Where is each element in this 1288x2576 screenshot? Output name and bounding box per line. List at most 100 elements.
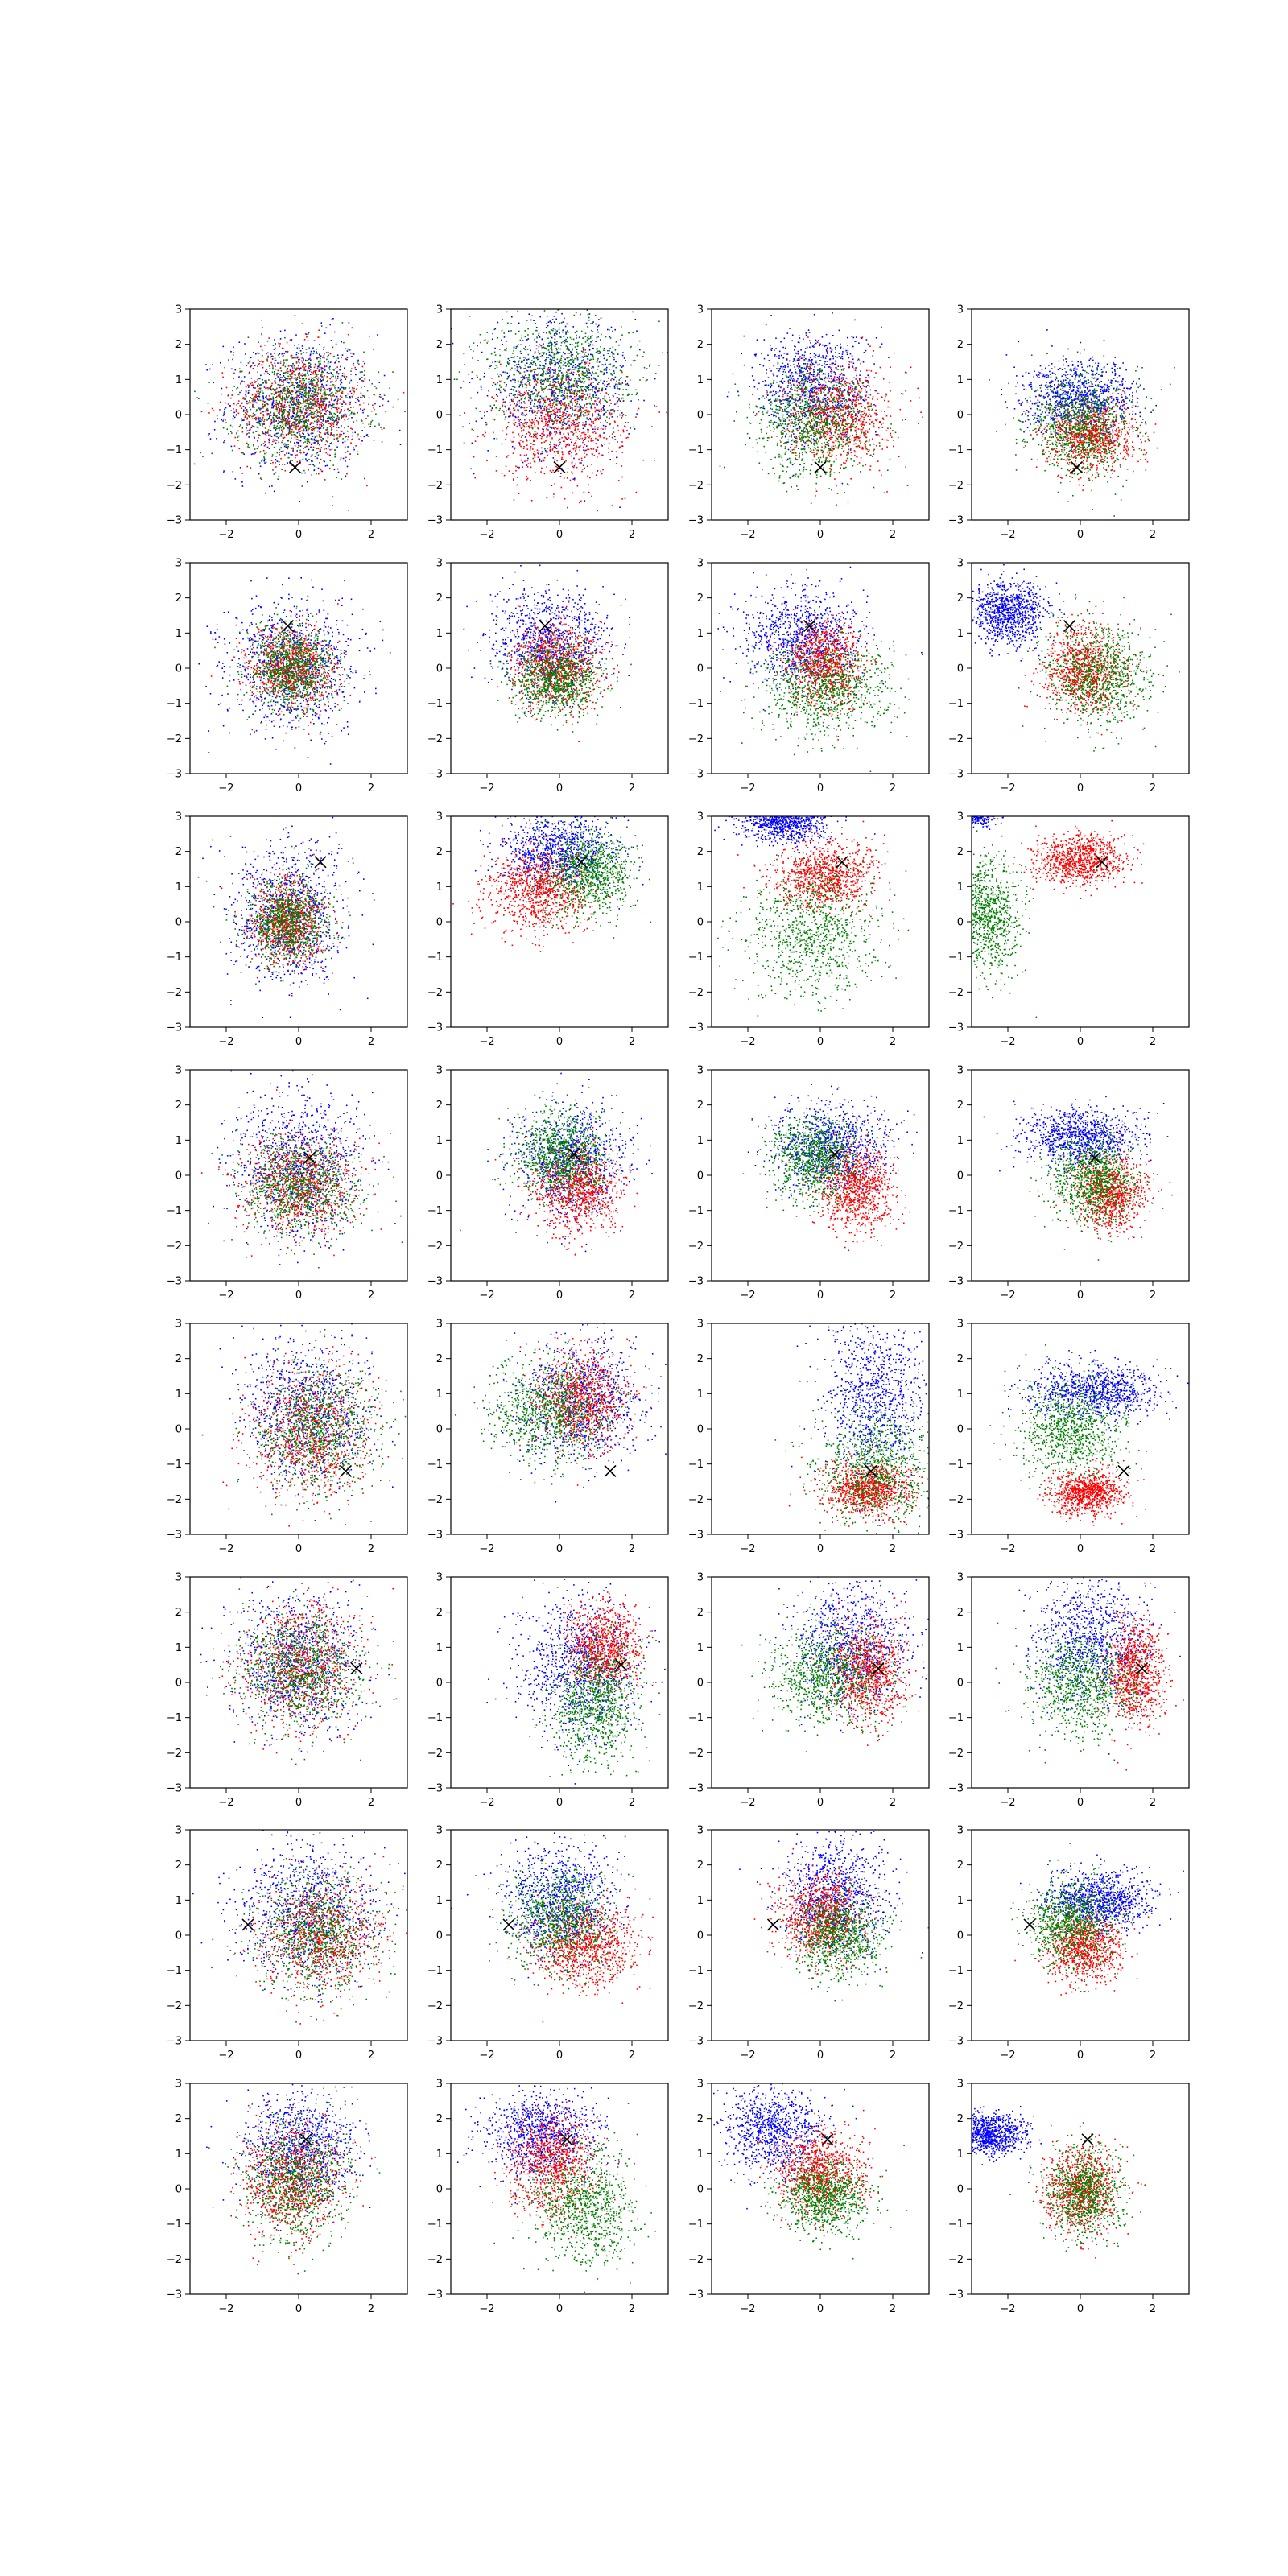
scatter-point bbox=[549, 352, 551, 353]
scatter-point bbox=[524, 410, 526, 411]
scatter-point bbox=[320, 432, 321, 434]
scatter-point bbox=[539, 361, 541, 362]
scatter-point bbox=[496, 394, 497, 396]
scatter-point bbox=[519, 424, 521, 426]
scatter-point bbox=[578, 378, 580, 379]
scatter-point bbox=[546, 407, 547, 408]
scatter-point bbox=[337, 378, 339, 379]
scatter-point bbox=[506, 434, 508, 436]
scatter-point bbox=[274, 374, 275, 376]
scatter-point bbox=[337, 423, 339, 424]
scatter-point bbox=[569, 451, 571, 452]
scatter-point bbox=[344, 415, 345, 416]
scatter-point bbox=[526, 464, 528, 466]
scatter-point bbox=[373, 394, 374, 395]
scatter-point bbox=[283, 379, 285, 381]
scatter-point bbox=[340, 388, 341, 390]
scatter-point bbox=[539, 411, 541, 412]
scatter-point bbox=[345, 457, 347, 459]
scatter-point bbox=[508, 363, 510, 365]
scatter-point bbox=[533, 387, 535, 389]
y-tick-label: 2 bbox=[175, 339, 182, 351]
scatter-point bbox=[299, 394, 300, 396]
scatter-point bbox=[571, 415, 572, 417]
scatter-point bbox=[305, 409, 307, 411]
scatter-point bbox=[316, 374, 317, 376]
scatter-point bbox=[540, 471, 542, 473]
scatter-point bbox=[490, 365, 492, 367]
scatter-point bbox=[224, 367, 225, 369]
scatter-point bbox=[308, 382, 310, 383]
scatter-point bbox=[552, 319, 554, 320]
scatter-point bbox=[579, 431, 580, 432]
scatter-point bbox=[374, 386, 376, 387]
scatter-point bbox=[569, 406, 571, 407]
scatter-point bbox=[308, 434, 309, 436]
scatter-point bbox=[576, 336, 577, 337]
scatter-point bbox=[553, 372, 555, 374]
scatter-point bbox=[608, 448, 609, 449]
scatter-point bbox=[528, 354, 530, 356]
scatter-point bbox=[536, 381, 538, 382]
scatter-point bbox=[264, 445, 266, 447]
scatter-point bbox=[634, 427, 635, 428]
scatter-point bbox=[264, 459, 266, 460]
scatter-point bbox=[520, 419, 522, 421]
scatter-point bbox=[355, 402, 357, 403]
scatter-point bbox=[330, 418, 332, 419]
scatter-point bbox=[283, 413, 284, 415]
scatter-point bbox=[314, 415, 316, 416]
scatter-point bbox=[537, 401, 539, 402]
scatter-point bbox=[543, 347, 544, 349]
scatter-point bbox=[364, 409, 365, 411]
scatter-point bbox=[302, 362, 303, 364]
scatter-point bbox=[620, 365, 621, 367]
scatter-point bbox=[553, 427, 555, 429]
scatter-point bbox=[558, 348, 559, 349]
scatter-point bbox=[518, 323, 520, 324]
scatter-point bbox=[497, 337, 499, 339]
scatter-point bbox=[334, 449, 336, 451]
scatter-point bbox=[283, 349, 285, 350]
scatter-point bbox=[579, 407, 580, 408]
scatter-point bbox=[259, 409, 261, 411]
scatter-point bbox=[336, 419, 337, 420]
scatter-point bbox=[541, 418, 543, 419]
scatter-point bbox=[285, 423, 287, 425]
scatter-point bbox=[305, 360, 307, 361]
scatter-point bbox=[312, 405, 314, 407]
scatter-point bbox=[622, 382, 624, 384]
scatter-point bbox=[512, 386, 514, 387]
scatter-point bbox=[552, 399, 554, 401]
scatter-point bbox=[264, 374, 266, 375]
scatter-point bbox=[194, 464, 196, 465]
scatter-point bbox=[349, 382, 350, 384]
scatter-point bbox=[593, 455, 595, 456]
scatter-point bbox=[232, 419, 233, 420]
y-tick-label: −2 bbox=[167, 480, 182, 492]
scatter-point bbox=[256, 391, 258, 393]
scatter-point bbox=[576, 432, 577, 434]
scatter-point bbox=[555, 319, 557, 320]
scatter-point bbox=[274, 447, 275, 448]
scatter-point bbox=[616, 381, 617, 382]
scatter-point bbox=[312, 387, 313, 389]
scatter-point bbox=[502, 330, 503, 332]
scatter-point bbox=[588, 314, 589, 316]
scatter-point bbox=[519, 423, 521, 424]
scatter-point bbox=[560, 473, 562, 474]
scatter-point bbox=[666, 412, 667, 414]
scatter-point bbox=[506, 427, 508, 429]
scatter-point bbox=[587, 340, 588, 341]
scatter-point bbox=[271, 402, 273, 404]
scatter-point bbox=[233, 386, 235, 387]
scatter-point bbox=[555, 336, 556, 337]
scatter-point bbox=[565, 339, 567, 341]
scatter-point bbox=[266, 371, 268, 373]
scatter-point bbox=[319, 354, 320, 356]
scatter-point bbox=[336, 434, 338, 436]
scatter-point bbox=[316, 415, 318, 416]
scatter-point bbox=[518, 371, 520, 373]
scatter-point bbox=[265, 433, 266, 435]
scatter-point bbox=[266, 452, 267, 454]
